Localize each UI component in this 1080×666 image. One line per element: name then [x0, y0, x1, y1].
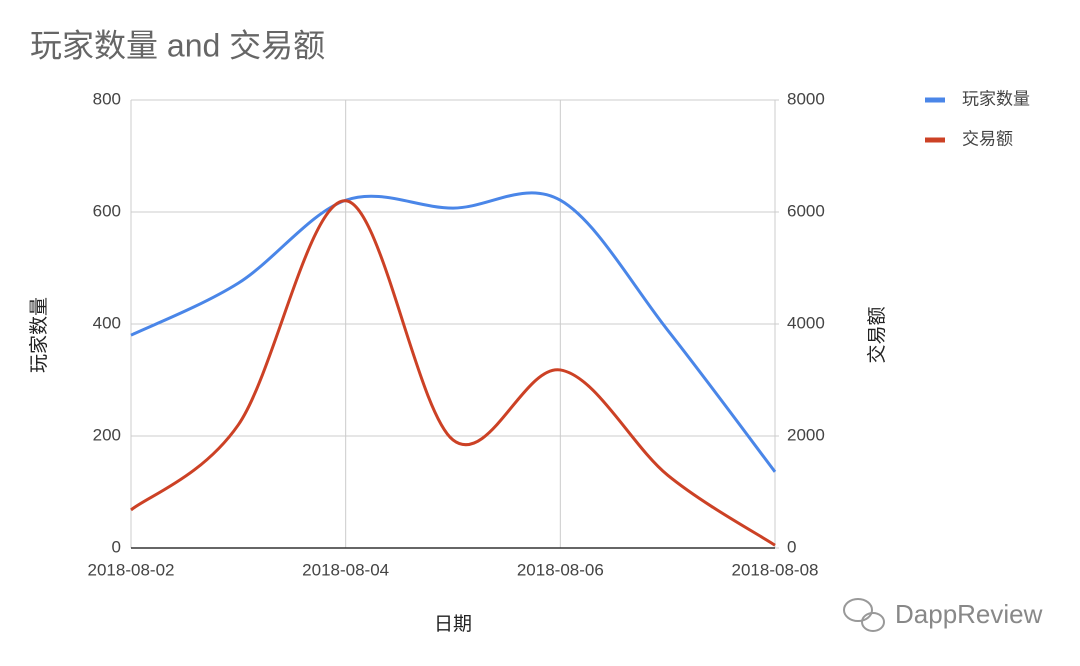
- x-tick-label: 2018-08-08: [732, 560, 819, 579]
- series-line: [130, 199, 776, 547]
- y2-tick-label: 4000: [787, 313, 825, 332]
- x-axis-title: 日期: [434, 613, 472, 635]
- y2-tick-label: 8000: [787, 89, 825, 108]
- watermark: DappReview: [895, 599, 1043, 629]
- chart-title: 玩家数量 and 交易额: [30, 27, 325, 63]
- y2-tick-label: 6000: [787, 201, 825, 220]
- y-tick-label: 400: [93, 313, 121, 332]
- y2-tick-label: 2000: [787, 425, 825, 444]
- wechat-icon: [843, 598, 885, 632]
- y2-tick-label: 0: [787, 537, 796, 556]
- y-tick-label: 0: [112, 537, 121, 556]
- series-line: [130, 191, 777, 473]
- x-tick-label: 2018-08-06: [517, 560, 604, 579]
- legend-label: 交易额: [962, 129, 1013, 148]
- y-axis-title: 玩家数量: [28, 297, 50, 373]
- y-tick-label: 600: [93, 201, 121, 220]
- x-tick-label: 2018-08-02: [88, 560, 175, 579]
- y-tick-label: 800: [93, 89, 121, 108]
- x-tick-label: 2018-08-04: [302, 560, 389, 579]
- y-tick-label: 200: [93, 425, 121, 444]
- legend-label: 玩家数量: [962, 89, 1030, 108]
- y2-axis-title: 交易额: [866, 306, 888, 363]
